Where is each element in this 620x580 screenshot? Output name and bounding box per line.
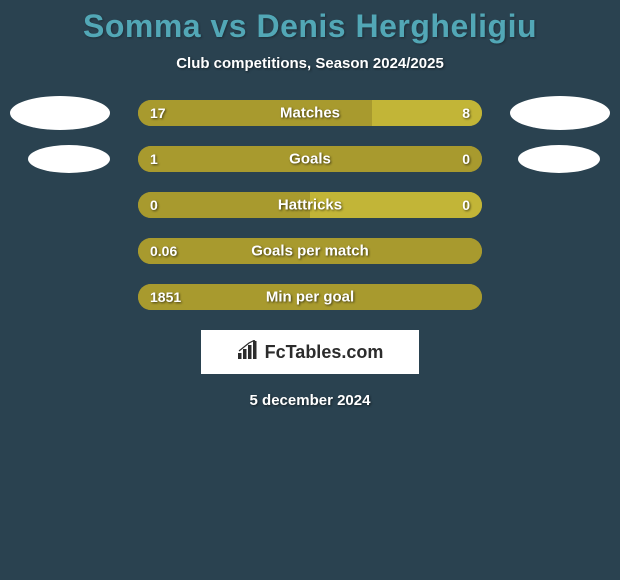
stat-bar: 1851 Min per goal: [138, 284, 482, 310]
right-value: 0: [462, 197, 470, 213]
stat-bar: 0.06 Goals per match: [138, 238, 482, 264]
player-left-icon: [10, 96, 110, 130]
stat-row: 17 8 Matches: [0, 100, 620, 126]
player-left-icon: [28, 145, 110, 173]
metric-label: Goals per match: [251, 243, 369, 260]
page-title: Somma vs Denis Hergheligiu: [0, 8, 620, 45]
right-value: 0: [462, 151, 470, 167]
stat-bar: 0 0 Hattricks: [138, 192, 482, 218]
stat-bar: 17 8 Matches: [138, 100, 482, 126]
brand-badge: FcTables.com: [201, 330, 419, 374]
metric-label: Min per goal: [266, 289, 354, 306]
metric-label: Matches: [280, 105, 340, 122]
stat-row: 0 0 Hattricks: [0, 192, 620, 218]
stat-row: 0.06 Goals per match: [0, 238, 620, 264]
metric-label: Hattricks: [278, 197, 342, 214]
brand-text: FcTables.com: [265, 342, 384, 363]
date-label: 5 december 2024: [0, 392, 620, 409]
player-right-icon: [518, 145, 600, 173]
left-value: 17: [150, 105, 166, 121]
left-value: 0: [150, 197, 158, 213]
stat-rows: 17 8 Matches 1 0 Goals 0 0 Hattricks 0.06 Goals pe…: [0, 100, 620, 310]
stat-bar: 1 0 Goals: [138, 146, 482, 172]
player-right-icon: [510, 96, 610, 130]
right-value: 8: [462, 105, 470, 121]
comparison-infographic: Somma vs Denis Hergheligiu Club competit…: [0, 0, 620, 409]
page-subtitle: Club competitions, Season 2024/2025: [0, 55, 620, 72]
bar-chart-icon: [237, 340, 261, 365]
stat-row: 1851 Min per goal: [0, 284, 620, 310]
left-value: 0.06: [150, 243, 177, 259]
metric-label: Goals: [289, 151, 331, 168]
left-value: 1851: [150, 289, 181, 305]
left-value: 1: [150, 151, 158, 167]
stat-row: 1 0 Goals: [0, 146, 620, 172]
